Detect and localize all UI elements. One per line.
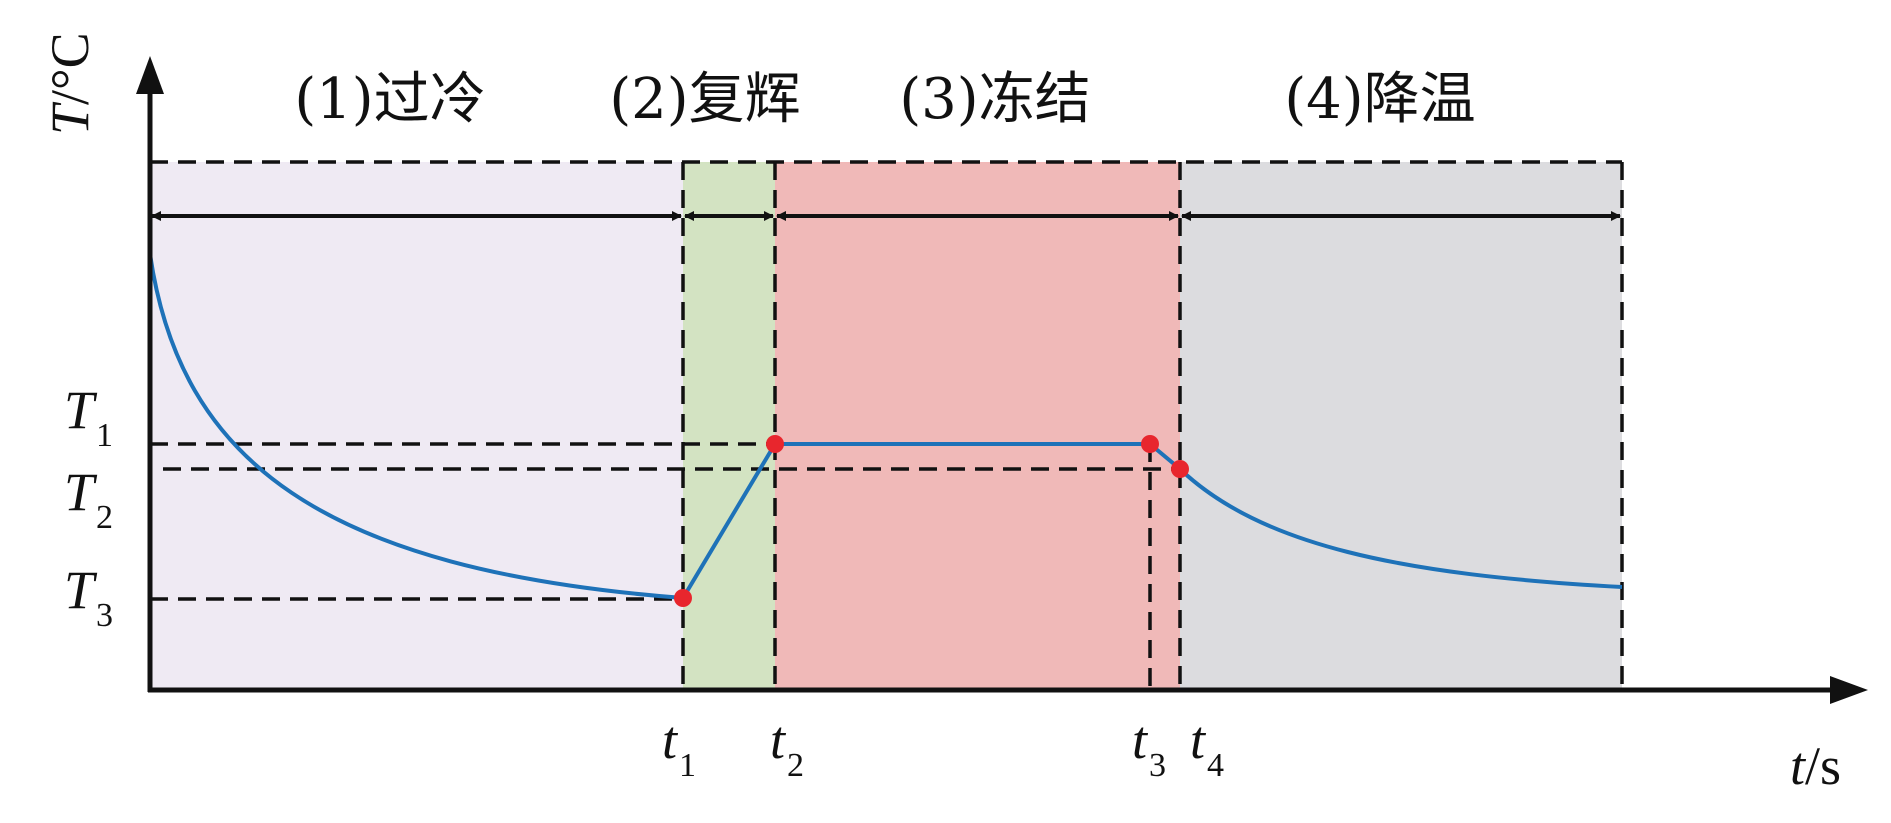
label-t1: t1 xyxy=(662,710,696,784)
label-T2: T2 xyxy=(64,462,113,536)
phase-region-recalescence xyxy=(683,162,775,690)
label-t2: t2 xyxy=(770,710,804,784)
temperature-curve xyxy=(148,253,1623,601)
label-t3: t3 xyxy=(1132,710,1166,784)
y-axis-unit: /°C xyxy=(40,32,100,105)
y-axis-symbol: T xyxy=(40,101,100,135)
phase-label-cooling: (4)降温 xyxy=(1284,67,1475,132)
y-axis-title: T/°C xyxy=(40,32,100,135)
phase-label-supercooling: (1)过冷 xyxy=(294,67,485,132)
label-T3: T3 xyxy=(64,560,113,634)
point-t3-T1 xyxy=(1141,435,1159,453)
point-t4-T2 xyxy=(1171,460,1189,478)
phase-label-recalescence: (2)复辉 xyxy=(609,67,800,132)
y-axis-arrow xyxy=(136,56,164,94)
x-axis-arrow xyxy=(1830,676,1868,704)
label-t4: t4 xyxy=(1190,710,1224,784)
phase-label-freezing: (3)冻结 xyxy=(899,67,1090,132)
point-t2-T1 xyxy=(766,435,784,453)
x-axis-symbol: t xyxy=(1790,736,1807,796)
x-axis-title: t/s xyxy=(1790,736,1841,796)
phase-region-freezing xyxy=(775,162,1180,690)
phase-region-supercooling xyxy=(150,162,683,690)
x-axis-unit: /s xyxy=(1805,736,1841,796)
point-t1-T3 xyxy=(674,589,692,607)
phase-region-cooling xyxy=(1180,162,1622,690)
label-T1: T1 xyxy=(64,380,113,454)
